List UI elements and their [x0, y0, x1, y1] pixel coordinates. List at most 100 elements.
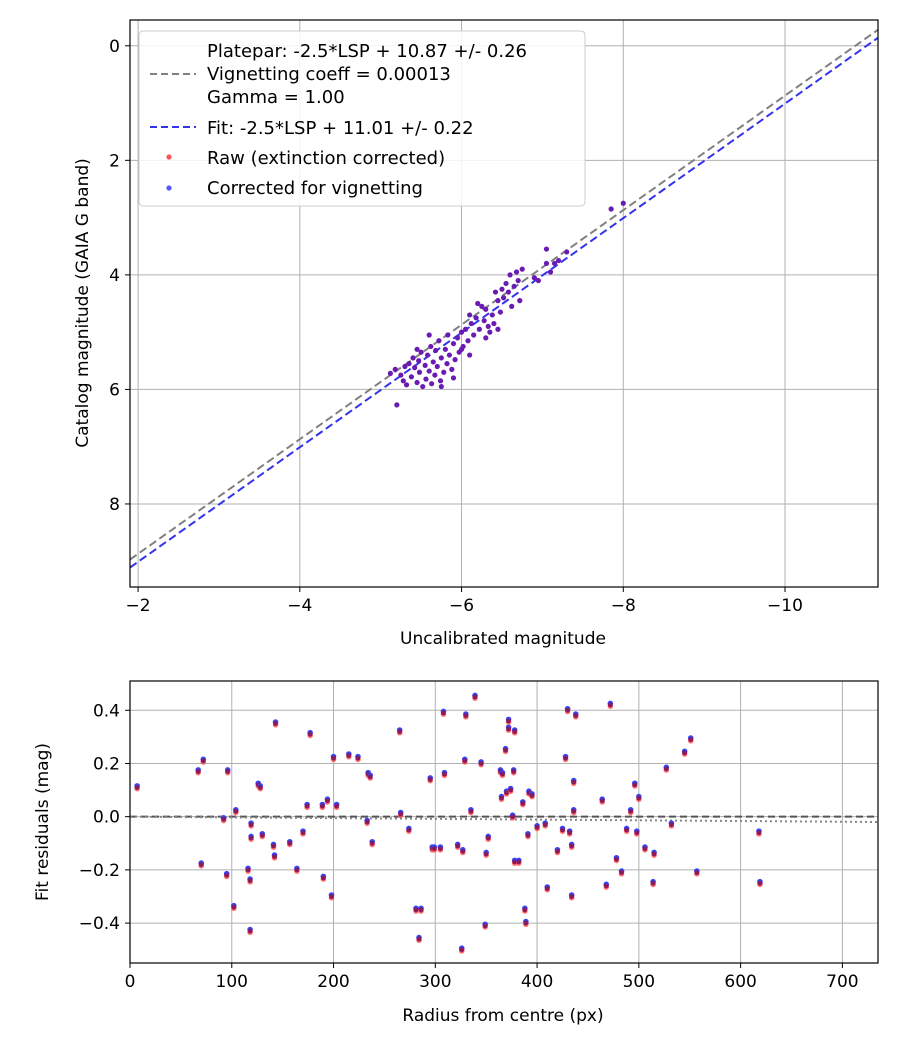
star-point [437, 378, 444, 384]
residual-point [569, 894, 575, 899]
bottom-x-tick-label: 300 [419, 972, 451, 992]
residual-point [560, 827, 565, 833]
star-point [491, 320, 497, 327]
star-point [400, 378, 406, 384]
star-point [449, 366, 455, 372]
star-point [441, 369, 447, 375]
residual-point [523, 920, 529, 926]
residual-point [247, 928, 253, 934]
star-point [462, 326, 469, 332]
star-point [495, 298, 501, 304]
residual-point [503, 747, 508, 753]
star-point [424, 352, 431, 358]
residual-point [248, 835, 254, 841]
star-point [465, 338, 471, 344]
star-point [430, 359, 436, 365]
residual-point [669, 822, 674, 828]
residual-point [331, 755, 336, 761]
residual-point [307, 731, 313, 737]
residual-point [571, 808, 577, 814]
bottom-x-tick-label: 400 [521, 972, 553, 992]
star-point [444, 361, 450, 367]
legend-raw: Raw (extinction corrected) [207, 148, 445, 169]
residual-point [271, 843, 276, 849]
star-point [403, 382, 410, 388]
star-point [438, 355, 444, 361]
star-point [408, 374, 415, 380]
star-point [428, 343, 434, 350]
residual-point [688, 737, 694, 742]
star-point [543, 246, 550, 252]
residual-point [259, 832, 265, 838]
fit-line [130, 36, 878, 569]
residual-point [198, 862, 204, 867]
top-y-axis-label: Catalog magnitude (GAIA G band) [73, 158, 93, 448]
residual-point [516, 859, 522, 865]
residual-point [319, 803, 325, 809]
residual-point [506, 726, 511, 732]
star-point [497, 309, 503, 315]
legend-raw-marker [166, 154, 172, 160]
bottom-reference-lines [130, 815, 878, 823]
star-point [476, 326, 482, 332]
top-x-tick-label: −2 [126, 596, 151, 616]
residual-point [525, 832, 531, 838]
star-point [485, 323, 491, 330]
bottom-scatter-points [134, 692, 763, 954]
legend-corrected-marker [166, 185, 172, 191]
residual-point [224, 872, 230, 878]
residual-point [273, 721, 278, 726]
star-point [517, 298, 523, 304]
residual-point [460, 848, 466, 854]
star-point [481, 318, 487, 324]
residual-point [504, 790, 509, 796]
star-point [483, 306, 489, 312]
top-x-tick-label: −10 [767, 596, 803, 616]
bottom-axes-frame [129, 680, 879, 964]
star-point [509, 303, 515, 309]
star-point [458, 329, 465, 335]
star-point [515, 277, 521, 284]
top-x-tick-label: −6 [449, 596, 474, 616]
star-point [458, 346, 465, 352]
star-point [446, 352, 453, 358]
residual-point [555, 848, 560, 854]
star-point [479, 303, 485, 309]
residual-point [134, 785, 140, 790]
residual-point [304, 803, 310, 809]
star-point [513, 269, 520, 275]
legend-corrected: Corrected for vignetting [207, 178, 423, 199]
top-x-axis-label: Uncalibrated magnitude [400, 629, 606, 649]
residual-point [520, 800, 526, 806]
residual-point [508, 787, 514, 793]
residual-point [472, 694, 478, 700]
residual-point [651, 851, 657, 857]
star-point [505, 289, 512, 295]
star-point [426, 332, 432, 338]
star-point [503, 280, 509, 287]
residual-point [459, 947, 465, 953]
residual-point [364, 819, 370, 825]
residual-point [468, 808, 474, 814]
residual-point [320, 875, 326, 881]
star-point [499, 286, 505, 292]
star-point [450, 375, 457, 381]
residual-point [257, 785, 263, 790]
star-point [489, 312, 495, 318]
bottom-y-tick-label: 0.2 [93, 754, 120, 774]
residual-point [565, 707, 571, 713]
residual-point [563, 755, 568, 761]
residual-point [485, 835, 491, 841]
legend-platepar-line2: Vignetting coeff = 0.00013 [207, 64, 451, 85]
bottom-x-tick-label: 700 [826, 972, 858, 992]
residual-point [534, 824, 540, 830]
star-point [442, 346, 448, 352]
star-point [436, 338, 442, 344]
residual-point [603, 883, 609, 889]
residual-point [367, 774, 373, 780]
residual-point [294, 867, 300, 873]
star-point [468, 320, 474, 327]
star-point [483, 335, 489, 341]
bottom-x-tick-label: 200 [317, 972, 349, 992]
star-point [511, 283, 517, 289]
